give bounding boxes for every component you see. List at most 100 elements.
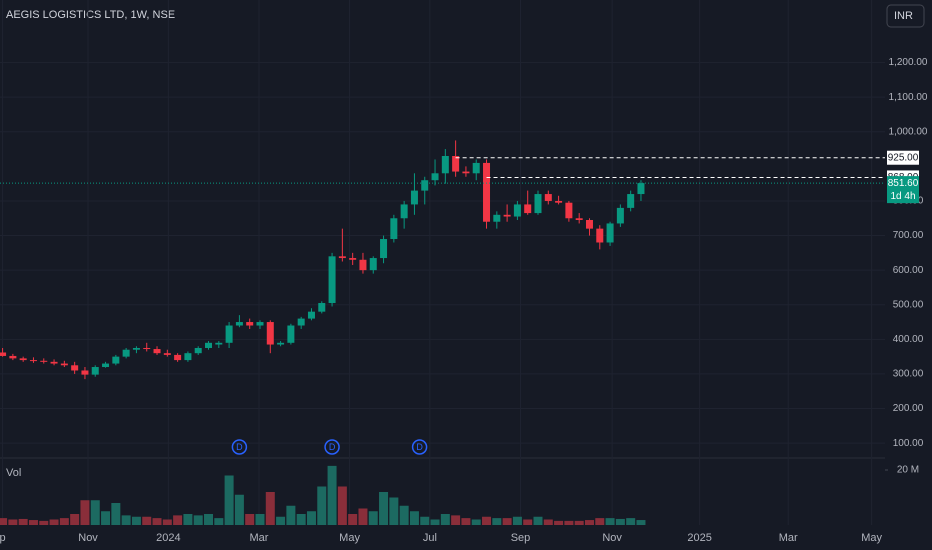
dividend-marker (411, 439, 428, 455)
candle-body (493, 214, 501, 222)
candle-body (246, 322, 254, 326)
volume-bar (173, 515, 183, 525)
x-tick-label: 2024 (156, 532, 180, 544)
candle-body (225, 325, 233, 343)
volume-bar (368, 511, 378, 525)
dividend-label: D (236, 442, 243, 452)
price-line-badge (887, 150, 919, 165)
volume-bar (461, 518, 471, 525)
volume-bar (121, 515, 131, 525)
candle-body (71, 365, 79, 371)
volume-bar (59, 518, 69, 525)
volume-bar (131, 516, 141, 525)
candle-body (606, 223, 614, 243)
candle-body (0, 352, 7, 356)
y-tick-label: 1,100.00 (889, 92, 928, 103)
volume-bar (440, 514, 450, 525)
candle-body (513, 204, 521, 217)
x-tick-label: Sep (511, 532, 531, 544)
volume-bar (8, 519, 18, 525)
candle-body (9, 355, 17, 359)
y-tick-label: 1,200.00 (889, 57, 928, 68)
candle-body (153, 349, 161, 354)
x-tick-label: Mar (779, 532, 798, 544)
candle-body (637, 183, 645, 195)
volume-bar (636, 520, 646, 525)
candle-body (585, 219, 593, 229)
candle-body (524, 204, 532, 214)
volume-bar (276, 516, 286, 525)
volume-bar (224, 475, 234, 525)
volume-bar (193, 515, 203, 525)
candle-body (132, 347, 140, 350)
volume-bar (90, 500, 100, 525)
volume-bar (399, 505, 409, 525)
volume-bar (286, 505, 296, 525)
volume-bar (80, 500, 90, 525)
volume-bar (183, 514, 193, 525)
volume-bar (543, 519, 553, 525)
volume-bar (626, 518, 636, 525)
y-tick-label: 500.00 (893, 299, 924, 310)
volume-bar (348, 514, 358, 525)
volume-bar (420, 516, 430, 525)
candle-body (369, 258, 377, 271)
candle-body (122, 349, 130, 357)
candle-body (380, 239, 388, 259)
candle-body (462, 171, 470, 174)
volume-bar (142, 516, 152, 525)
candle-body (544, 194, 552, 201)
candle-body (575, 218, 583, 220)
candle-body (287, 325, 295, 343)
volume-bar (451, 515, 461, 525)
candle-body (338, 256, 346, 259)
candle-body (534, 194, 542, 214)
candle-body (483, 162, 491, 222)
volume-bar (337, 486, 347, 525)
candle-body (318, 303, 326, 312)
volume-bar (564, 520, 574, 525)
x-tick-label: May (861, 532, 882, 544)
volume-bar (296, 514, 306, 525)
candle-body (431, 173, 439, 181)
candle-body (565, 202, 573, 219)
x-tick-label: 2025 (687, 532, 711, 544)
candle-body (112, 356, 120, 364)
candle-body (596, 228, 604, 243)
candle-body (29, 360, 37, 362)
volume-bar (533, 516, 543, 525)
currency-button[interactable] (886, 4, 925, 28)
x-tick-label: Nov (602, 532, 622, 544)
volume-bar (214, 518, 224, 525)
y-tick-label: 400.00 (893, 334, 924, 345)
dividend-label: D (416, 442, 423, 452)
volume-bar (28, 520, 38, 525)
dividend-marker (324, 439, 340, 455)
candle-body (349, 258, 357, 260)
candle-body (452, 155, 460, 172)
candle-body (50, 361, 58, 364)
x-tick-label: May (339, 532, 360, 544)
y-tick-label: 600.00 (893, 265, 924, 276)
currency-label[interactable]: INR (894, 10, 913, 22)
volume-bar (306, 511, 316, 525)
volume-bar (255, 514, 265, 525)
volume-bar (101, 511, 111, 525)
candle-body (205, 342, 213, 348)
volume-bar (111, 503, 121, 525)
volume-bar (512, 516, 522, 525)
candle-body (277, 342, 285, 345)
candle-body (102, 363, 110, 368)
candle-body (194, 347, 202, 354)
countdown-label: 1d 4h (890, 191, 915, 202)
chart-title: AEGIS LOGISTICS LTD, 1W, NSE (6, 9, 175, 21)
candle-body (235, 322, 243, 326)
volume-tick-label: 20 M (897, 465, 919, 476)
volume-bar (523, 519, 533, 525)
volume-bar (265, 492, 275, 525)
candle-body (60, 363, 68, 366)
candle-body (266, 322, 274, 345)
volume-bar (358, 508, 368, 525)
y-tick-label: 200.00 (893, 403, 924, 414)
